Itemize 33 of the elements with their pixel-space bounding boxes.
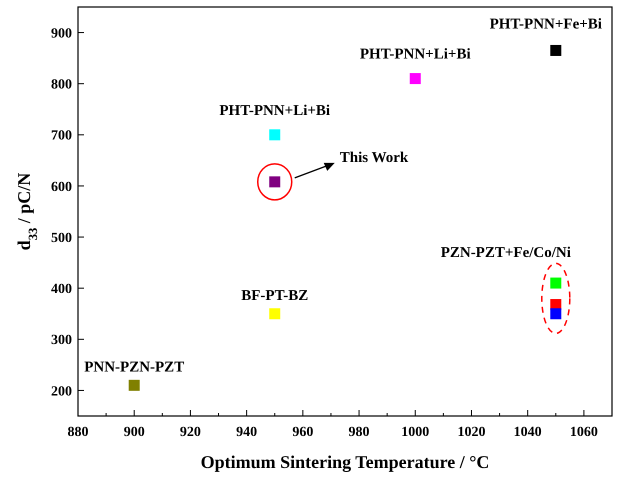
x-tick-label: 1060: [570, 425, 598, 440]
annotation: BF-PT-BZ: [241, 288, 308, 304]
annotation: PNN-PZN-PZT: [84, 359, 184, 376]
y-tick-label: 700: [51, 128, 72, 144]
y-tick-label: 400: [51, 282, 72, 298]
x-tick-label: 880: [68, 425, 88, 440]
x-tick-label: 940: [236, 425, 258, 440]
y-tick-label: 300: [51, 333, 72, 348]
y-tick-label: 800: [51, 78, 72, 93]
point: [269, 308, 280, 320]
x-tick-label: 900: [124, 425, 145, 440]
x-tick-label: 1000: [401, 425, 430, 440]
x-tick-label: 960: [292, 425, 314, 440]
point: [410, 73, 421, 84]
point: [269, 129, 280, 140]
x-tick-label: 920: [180, 425, 201, 440]
y-tick-label: 200: [51, 384, 72, 400]
x-tick-label: 980: [348, 425, 370, 440]
annotation: PHT-PNN+Fe+Bi: [490, 16, 602, 32]
point: [550, 44, 562, 56]
annotation: PHT-PNN+Li+Bi: [219, 102, 330, 119]
annotation: PHT-PNN+Li+Bi: [360, 46, 471, 63]
annotation: PZN-PZT+Fe/Co/Ni: [440, 245, 571, 262]
point: [550, 308, 562, 320]
annotation: This Work: [340, 150, 409, 166]
y-tick-label: 600: [51, 180, 72, 195]
point: [550, 278, 562, 289]
y-tick-label: 900: [51, 26, 72, 42]
y-tick-label: 500: [51, 230, 72, 246]
x-tick-label: 1040: [514, 425, 542, 440]
x-tick-label: 1020: [457, 425, 486, 440]
x-axis-title: Optimum Sintering Temperature / °C: [200, 452, 490, 472]
point: [128, 380, 140, 391]
